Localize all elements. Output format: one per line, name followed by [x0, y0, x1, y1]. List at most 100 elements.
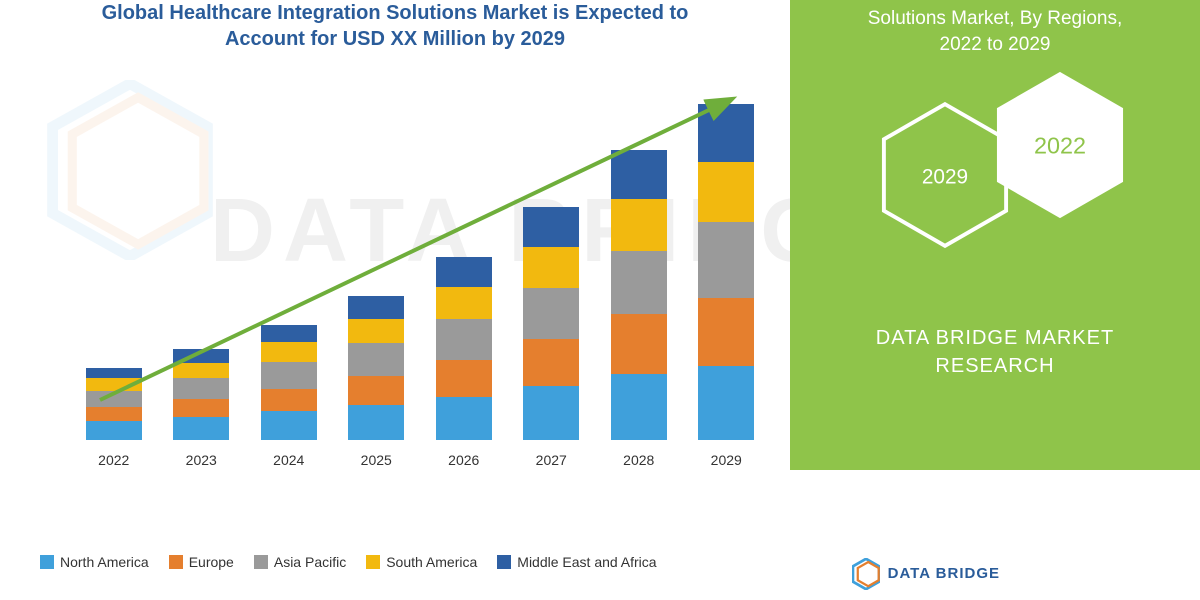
legend-label: Middle East and Africa [517, 554, 656, 570]
bar-segment [436, 360, 492, 397]
chart-title: Global Healthcare Integration Solutions … [0, 0, 790, 52]
hexagon-icon: 2022 [995, 70, 1125, 220]
bar-segment [348, 405, 404, 440]
bars-container: 20222023202420252026202720282029 [70, 90, 770, 440]
bar-segment [86, 421, 142, 440]
legend-item: North America [40, 554, 149, 570]
bar-segment [173, 363, 229, 378]
hexagon-2022: 2022 [995, 70, 1125, 220]
legend-item: Middle East and Africa [497, 554, 656, 570]
legend-swatch [40, 555, 54, 569]
bar-segment [173, 378, 229, 399]
bar-segment [611, 199, 667, 250]
bar-segment [348, 319, 404, 344]
bar-segment [523, 288, 579, 339]
bar-segment [611, 251, 667, 315]
bar-segment [523, 339, 579, 386]
bar-segment [436, 287, 492, 319]
bar-stack [261, 325, 317, 440]
bar-group: 2028 [604, 150, 674, 440]
x-axis-label: 2022 [79, 452, 149, 468]
legend-label: North America [60, 554, 149, 570]
bar-group: 2025 [341, 296, 411, 440]
bar-segment [611, 150, 667, 199]
bar-segment [698, 222, 754, 298]
legend-swatch [254, 555, 268, 569]
bar-segment [436, 257, 492, 287]
right-title-line2: 2022 to 2029 [940, 34, 1051, 55]
x-axis-label: 2026 [429, 452, 499, 468]
legend-swatch [497, 555, 511, 569]
brand-label: DATA BRIDGE MARKET RESEARCH [790, 324, 1200, 380]
bar-stack [86, 368, 142, 440]
bar-segment [173, 417, 229, 440]
hexagon-container: 2029 2022 [790, 70, 1200, 290]
hexagon-icon: 2029 [880, 100, 1010, 250]
bar-segment [698, 104, 754, 162]
bar-group: 2027 [516, 207, 586, 440]
bar-stack [523, 207, 579, 440]
bar-stack [611, 150, 667, 440]
x-axis-label: 2025 [341, 452, 411, 468]
legend-swatch [169, 555, 183, 569]
bar-segment [261, 411, 317, 440]
brand-line1: DATA BRIDGE MARKET [876, 327, 1114, 349]
bar-segment [436, 397, 492, 440]
legend-item: South America [366, 554, 477, 570]
bar-group: 2023 [166, 349, 236, 440]
bar-segment [436, 319, 492, 360]
chart-legend: North America Europe Asia Pacific South Ame… [40, 554, 780, 570]
x-axis-label: 2027 [516, 452, 586, 468]
bar-segment [523, 247, 579, 288]
bar-segment [86, 378, 142, 390]
bar-segment [348, 296, 404, 319]
hexagon-label: 2022 [1034, 132, 1086, 158]
right-panel-title: Solutions Market, By Regions, 2022 to 20… [810, 6, 1180, 57]
bar-group: 2026 [429, 257, 499, 440]
bar-segment [86, 407, 142, 421]
bar-segment [523, 207, 579, 246]
chart-title-line1: Global Healthcare Integration Solutions … [102, 2, 689, 24]
bar-segment [86, 391, 142, 407]
x-axis-label: 2029 [691, 452, 761, 468]
legend-label: Europe [189, 554, 234, 570]
right-title-line1: Solutions Market, By Regions, [868, 8, 1123, 29]
legend-swatch [366, 555, 380, 569]
bar-segment [348, 376, 404, 405]
x-axis-label: 2024 [254, 452, 324, 468]
chart-panel: Global Healthcare Integration Solutions … [0, 0, 790, 600]
bar-segment [611, 374, 667, 440]
legend-label: Asia Pacific [274, 554, 346, 570]
bar-stack [698, 104, 754, 440]
footer-logo-text: DATA BRIDGE [888, 566, 1000, 583]
bar-stack [348, 296, 404, 440]
legend-item: Asia Pacific [254, 554, 346, 570]
legend-label: South America [386, 554, 477, 570]
bar-segment [698, 298, 754, 366]
bar-segment [523, 386, 579, 440]
bar-segment [261, 342, 317, 362]
hexagon-label: 2029 [922, 165, 968, 188]
bar-segment [611, 314, 667, 374]
chart-area: 20222023202420252026202720282029 [70, 90, 770, 470]
bar-group: 2029 [691, 104, 761, 440]
bar-segment [173, 399, 229, 418]
bar-segment [261, 389, 317, 412]
footer-hex-icon [852, 558, 880, 590]
bar-segment [173, 349, 229, 362]
bar-group: 2024 [254, 325, 324, 440]
right-panel: Solutions Market, By Regions, 2022 to 20… [790, 0, 1200, 470]
bar-segment [261, 325, 317, 343]
bar-segment [698, 162, 754, 222]
bar-stack [173, 349, 229, 440]
brand-line2: RESEARCH [935, 355, 1054, 377]
chart-title-line2: Account for USD XX Million by 2029 [225, 28, 565, 50]
footer-logo: DATA BRIDGE [852, 558, 1000, 590]
bar-segment [348, 343, 404, 376]
bar-segment [698, 366, 754, 440]
bar-stack [436, 257, 492, 440]
hexagon-2029: 2029 [880, 100, 1010, 250]
bar-segment [261, 362, 317, 389]
bar-segment [86, 368, 142, 378]
x-axis-label: 2023 [166, 452, 236, 468]
